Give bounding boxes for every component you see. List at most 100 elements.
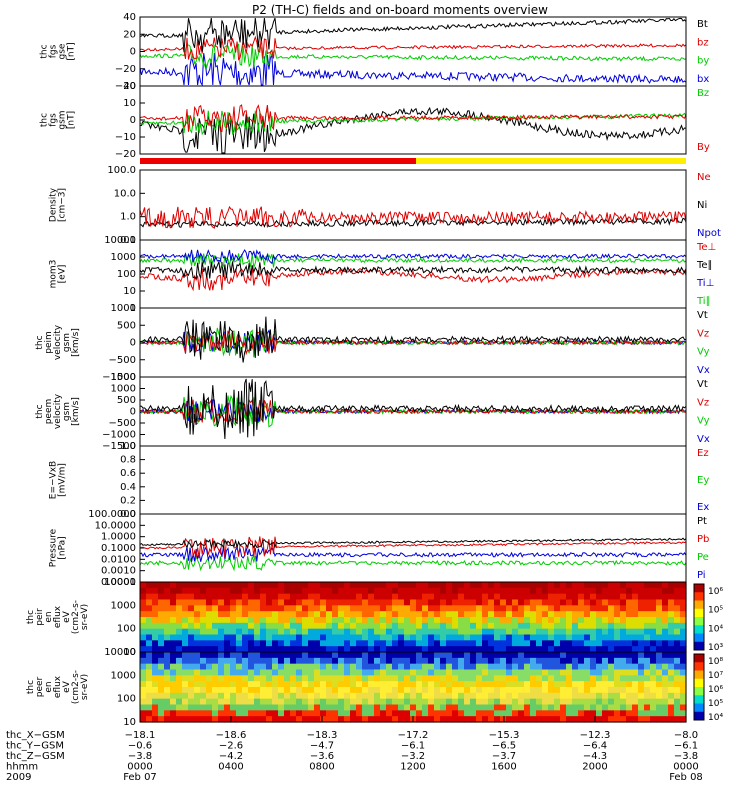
ytick-pressure-2: 1.0000 bbox=[101, 532, 136, 543]
ephemeris-table: thc_X−GSM −18.1 −18.6 −18.3 −17.2 −15.3 −12.3−… bbox=[6, 730, 703, 783]
legend-fgs_gse-Bt: Bt bbox=[697, 19, 708, 30]
ylabel-peem_velocity-0: thc bbox=[35, 404, 45, 418]
legend-peem_velocity-Vx: Vx bbox=[697, 434, 710, 445]
legend-fgs_gse-by: by bbox=[697, 56, 709, 67]
ytick-peem_velocity-1: 1000 bbox=[111, 384, 136, 395]
ephem-value-1-0: −0.6 bbox=[128, 741, 152, 752]
ylabel-fgs_gse-0: thc bbox=[40, 44, 50, 58]
legend-peim_velocity-Vy: Vy bbox=[697, 347, 710, 358]
ytick-efield-5: 0.0 bbox=[120, 509, 136, 520]
ylabel-peim_velocity-1: peim bbox=[44, 331, 54, 354]
ylabel-peir_spec-4: eV bbox=[62, 610, 72, 623]
colorbar-peir_spec: 10⁶ 10⁵ 10⁴ 10³ bbox=[693, 583, 723, 653]
colorbar-label-peir_spec-3: 10³ bbox=[708, 643, 723, 653]
ytick-fgs_gsm-1: 10 bbox=[123, 98, 136, 109]
series-peim_velocity-2 bbox=[139, 329, 686, 356]
ephem-value-1-6: −6.1 bbox=[674, 741, 698, 752]
ylabel-peim_velocity-2: velocity bbox=[53, 324, 63, 360]
ephem-label-4: 2009 bbox=[6, 772, 31, 783]
ytick-peem_velocity-5: −1000 bbox=[102, 430, 136, 441]
ytick-peem_velocity-3: 0 bbox=[130, 407, 136, 418]
ytick-pressure-5: 0.0010 bbox=[101, 566, 136, 577]
ylabel-peer_spec-1: peer bbox=[35, 676, 45, 697]
colorbar-label-peer_spec-1: 10⁷ bbox=[708, 671, 723, 681]
ephem-value-1-1: −2.6 bbox=[219, 741, 243, 752]
ylabel-density-1: [cm−3] bbox=[58, 188, 68, 222]
legend-pressure-Pt: Pt bbox=[697, 516, 707, 527]
ylabel-peem_velocity-3: gsm bbox=[62, 402, 72, 421]
ytick-efield-1: 0.8 bbox=[120, 455, 136, 466]
ephem-value-3-6: 0000 bbox=[673, 762, 698, 773]
ytick-efield-2: 0.6 bbox=[120, 468, 136, 479]
ytick-temperature-4: 1 bbox=[130, 303, 136, 314]
legend-peem_velocity-Vy: Vy bbox=[697, 416, 710, 427]
ylabel-density-0: Density bbox=[49, 187, 59, 222]
ytick-efield-3: 0.4 bbox=[120, 482, 136, 493]
ytick-fgs_gsm-4: −20 bbox=[115, 149, 136, 160]
ylabel-peem_velocity-4: [km/s] bbox=[71, 397, 81, 426]
ytick-density-1: 10.0 bbox=[114, 188, 136, 199]
ephem-value-2-3: −3.2 bbox=[401, 751, 425, 762]
ylabel-temperature-1: [eV] bbox=[58, 265, 68, 284]
legend-temperature-Ti⊥: Ti⊥ bbox=[696, 278, 714, 289]
series-fgs_gsm-2 bbox=[139, 104, 687, 133]
ylabel-peir_spec-2: en bbox=[44, 611, 54, 622]
ylabel-peim_velocity-3: gsm bbox=[62, 333, 72, 352]
legend-density-Npot: Npot bbox=[697, 228, 721, 239]
legend-efield-Ez: Ez bbox=[697, 448, 709, 459]
ylabel-fgs_gse-2: gse bbox=[58, 43, 68, 59]
panel-pressure: Pressure [nPa] 100.000010.00001.00000.1000… bbox=[49, 509, 710, 588]
ylabel-peir_spec-1: peir bbox=[35, 608, 45, 626]
ytick-fgs_gsm-2: 0 bbox=[130, 115, 136, 126]
ytick-peim_velocity-4: −1000 bbox=[102, 372, 136, 383]
ytick-density-2: 1.0 bbox=[120, 212, 136, 223]
series-pressure-1 bbox=[139, 546, 687, 562]
colorbar-peer_spec: 10⁸ 10⁷ 10⁶ 10⁵ 10⁴ bbox=[693, 653, 723, 723]
mode-bar-yellow bbox=[416, 158, 686, 164]
series-fgs_gse-1 bbox=[139, 43, 687, 69]
panel-frame bbox=[139, 85, 687, 155]
ytick-peem_velocity-2: 500 bbox=[117, 395, 136, 406]
series-pressure-2 bbox=[139, 536, 687, 559]
panel-frame bbox=[139, 513, 687, 583]
ytick-fgs_gse-3: −20 bbox=[115, 64, 136, 75]
ephem-label-1: thc_Y−GSM bbox=[6, 741, 64, 752]
legend-fgs_gse-bx: bx bbox=[697, 74, 709, 85]
ylabel-efield-1: [mV/m] bbox=[58, 463, 68, 497]
ytick-temperature-1: 1000 bbox=[111, 252, 136, 263]
legend-fgs_gsm-By: By bbox=[697, 142, 710, 153]
series-peem_velocity-0 bbox=[139, 399, 687, 424]
legend-peem_velocity-Vt: Vt bbox=[697, 379, 708, 390]
ylabel-fgs_gsm-1: fgs bbox=[49, 113, 59, 127]
ytick-peer_spec-2: 100 bbox=[117, 694, 136, 705]
panel-frame bbox=[139, 445, 687, 515]
heatmap-peir_spec bbox=[140, 582, 687, 653]
series-temperature-3 bbox=[139, 249, 687, 265]
ytick-fgs_gse-4: −40 bbox=[115, 81, 136, 92]
ytick-density-3: 0.1 bbox=[120, 235, 136, 246]
ytick-temperature-0: 10000 bbox=[104, 235, 136, 246]
legend-peim_velocity-Vz: Vz bbox=[697, 328, 709, 339]
series-temperature-2 bbox=[139, 252, 687, 268]
panel-peer_spec: thc peer en eflux eV (cm2-s-sr-eV) 10000 1000 10… bbox=[26, 647, 723, 728]
ytick-peim_velocity-1: 500 bbox=[117, 320, 136, 331]
ephem-label-0: thc_X−GSM bbox=[6, 730, 65, 741]
ephem-value-3-0: 0000 bbox=[127, 762, 152, 773]
ytick-peem_velocity-6: −1500 bbox=[102, 441, 136, 452]
legend-temperature-Te⊥: Te⊥ bbox=[696, 242, 716, 253]
legend-peim_velocity-Vt: Vt bbox=[697, 310, 708, 321]
ytick-peim_velocity-3: −500 bbox=[109, 355, 136, 366]
ylabel-peem_velocity-2: velocity bbox=[53, 393, 63, 429]
ephem-value-1-4: −6.5 bbox=[492, 741, 516, 752]
panel-fgs_gsm: thc fgs gsm [nT] 20 10 0 −10 −20 Bz By bbox=[40, 81, 710, 160]
ytick-fgs_gsm-0: 20 bbox=[123, 81, 136, 92]
ylabel-peir_spec-3: eflux bbox=[53, 605, 63, 628]
ylabel-peim_velocity-4: [km/s] bbox=[71, 328, 81, 357]
legend-density-Ne: Ne bbox=[697, 172, 711, 183]
legend-pressure-Pi: Pi bbox=[697, 570, 706, 581]
ytick-peer_spec-3: 10 bbox=[123, 717, 136, 728]
panel-density: Density [cm−3] 100.0 10.0 1.0 0.1 Ne Ni Npot bbox=[49, 165, 721, 246]
ytick-temperature-3: 10 bbox=[123, 286, 136, 297]
ylabel-peir_spec-5: (cm2-s- bbox=[71, 600, 81, 634]
